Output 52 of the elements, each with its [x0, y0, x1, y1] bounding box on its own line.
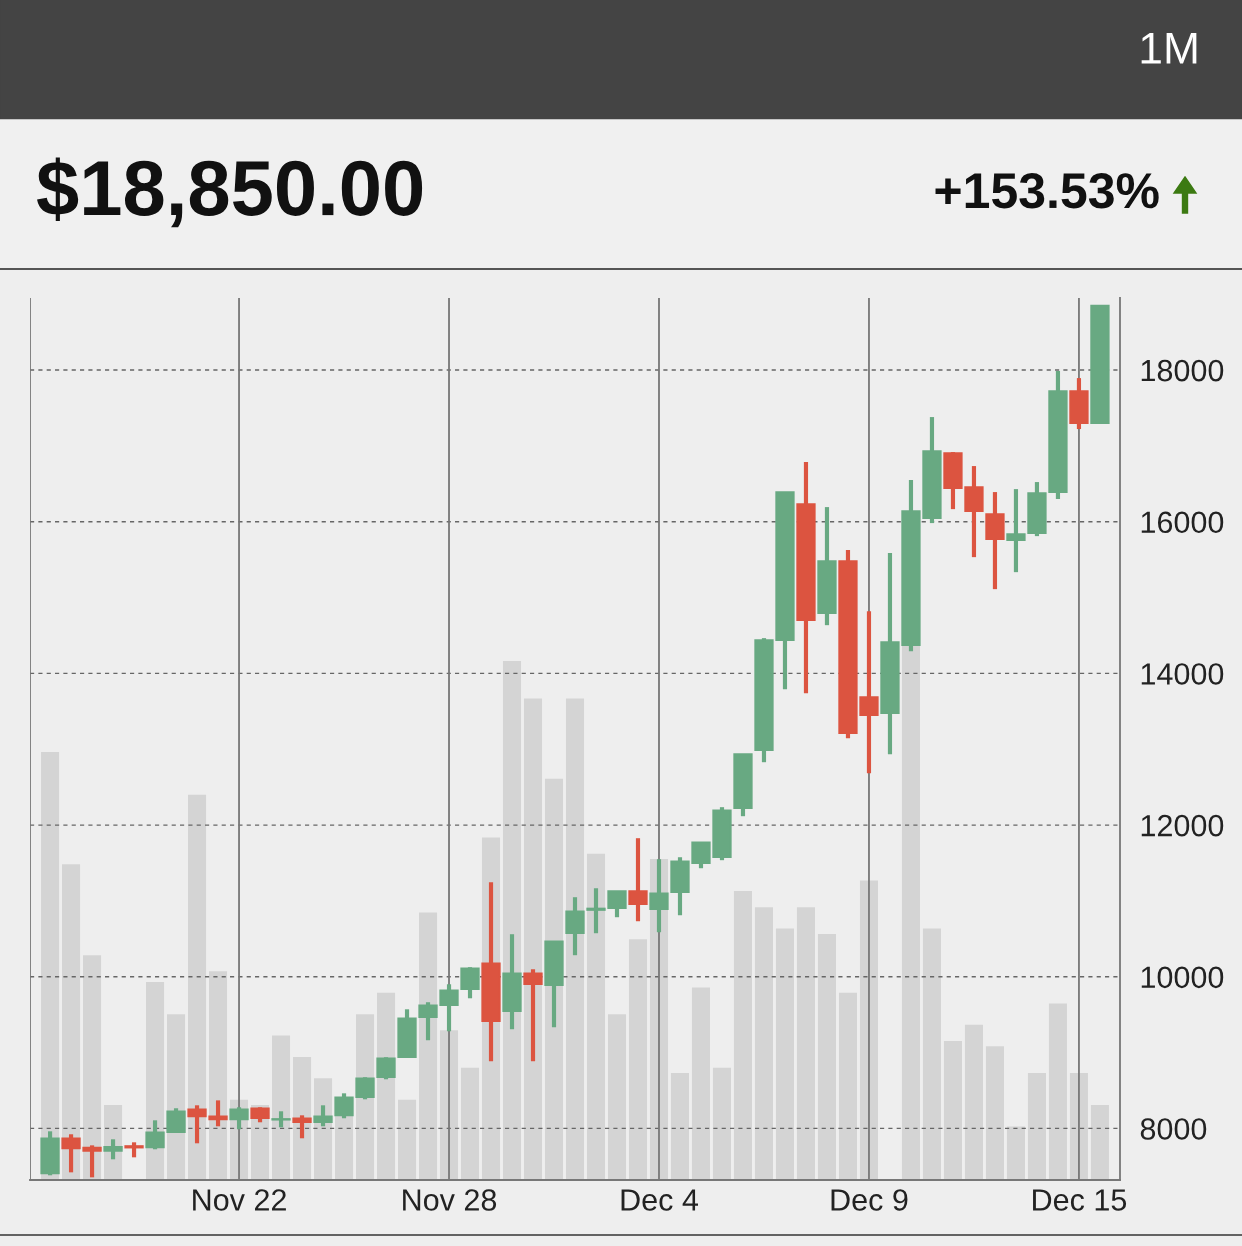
- bar: [607, 1014, 627, 1180]
- bar: [712, 1067, 732, 1180]
- x-tick-label: Nov 22: [193, 1189, 286, 1211]
- x-tick-label: Dec 9: [831, 1189, 908, 1211]
- bar: [293, 1056, 312, 1180]
- chart-title: $18,850.00: [37, 157, 423, 228]
- candlestick: [628, 838, 648, 922]
- bar: [62, 864, 81, 1180]
- bar: [418, 912, 438, 1180]
- chart-subtitle: +153.53%: [935, 173, 1159, 209]
- bar: [523, 698, 543, 1180]
- bar: [41, 752, 60, 1180]
- bar: [565, 698, 585, 1180]
- bar: [334, 1115, 354, 1180]
- bar: [628, 939, 648, 1180]
- bar: [1090, 1105, 1109, 1180]
- text: 1M: [1141, 32, 1197, 64]
- bar: [460, 1067, 480, 1180]
- x-tick-label: Nov 28: [403, 1189, 497, 1211]
- bar: [272, 1035, 291, 1180]
- bar: [733, 891, 753, 1180]
- bar: [796, 907, 816, 1180]
- bar: [943, 1040, 962, 1180]
- x-tick-label: Dec 15: [1033, 1189, 1127, 1211]
- bar: [964, 1024, 983, 1180]
- bar: [838, 992, 857, 1180]
- candlestick: [229, 1107, 249, 1130]
- y-tick-label: 14000: [1141, 663, 1224, 685]
- bar: [83, 955, 102, 1180]
- x-tick-label: Dec 4: [621, 1189, 699, 1211]
- bar: [1027, 1073, 1046, 1180]
- y-tick-label: 18000: [1141, 359, 1224, 382]
- y-tick-label: 16000: [1141, 511, 1224, 534]
- candlestick: [523, 969, 543, 1062]
- bar: [775, 928, 795, 1180]
- bar: [754, 907, 774, 1180]
- candlestick: [103, 1139, 123, 1160]
- y-tick-label: 10000: [1141, 966, 1224, 989]
- bar: [586, 853, 606, 1180]
- bar: [817, 933, 836, 1180]
- bar: [1006, 1126, 1025, 1180]
- bar: [209, 971, 228, 1180]
- bar: [691, 987, 711, 1180]
- bar: [670, 1073, 690, 1180]
- candlestick: [292, 1115, 312, 1139]
- bar: [1048, 1003, 1067, 1180]
- bar: [985, 1046, 1004, 1180]
- bar: [188, 794, 207, 1180]
- y-tick-label: 12000: [1141, 814, 1224, 837]
- bar: [397, 1099, 417, 1180]
- y-tick-label: 8000: [1140, 1118, 1207, 1140]
- bar: [922, 928, 941, 1180]
